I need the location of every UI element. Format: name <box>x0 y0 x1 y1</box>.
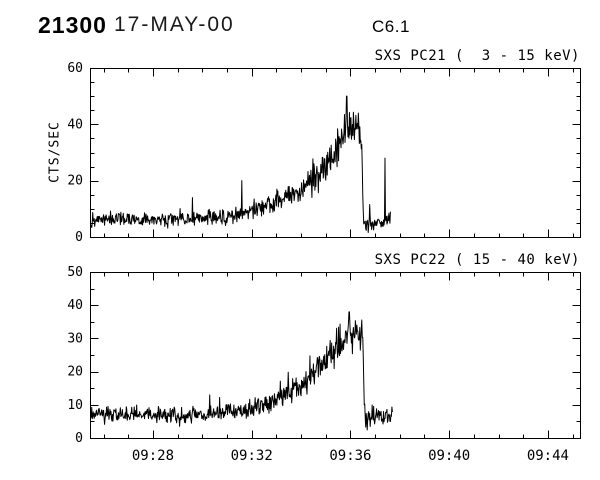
y-tick-label: 20 <box>67 174 83 189</box>
y-tick-label: 0 <box>75 230 83 245</box>
y-tick-label: 0 <box>75 431 83 446</box>
x-tick-label: 09:36 <box>329 448 371 464</box>
x-tick-label: 09:44 <box>527 448 569 464</box>
x-tick-label: 09:28 <box>132 448 174 464</box>
y-tick-label: 60 <box>67 61 83 76</box>
panel-title-pc21: SXS PC21 ( 3 - 15 keV) <box>374 48 580 64</box>
panel-title-pc22: SXS PC22 ( 15 - 40 keV) <box>374 252 580 268</box>
y-tick-label: 40 <box>67 298 83 313</box>
y-tick-label: 50 <box>67 265 83 280</box>
y-tick-label: 10 <box>67 398 83 413</box>
y-tick-label: 30 <box>67 331 83 346</box>
x-tick-label: 09:40 <box>428 448 470 464</box>
data-line <box>90 311 393 431</box>
y-tick-label: 40 <box>67 117 83 132</box>
observation-date: 17-MAY-00 <box>114 13 235 36</box>
data-line <box>90 95 391 234</box>
y-tick-label: 20 <box>67 365 83 380</box>
x-tick-label: 09:32 <box>231 448 273 464</box>
event-number: 21300 <box>38 12 107 38</box>
goes-class: C6.1 <box>372 17 410 36</box>
